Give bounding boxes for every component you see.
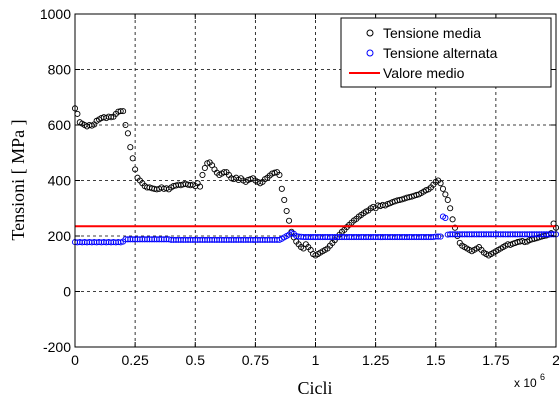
- data-point: [276, 171, 283, 178]
- ticks: 0 0.25 0.5 0.75 1 1.25 1.5 1.75 2-20002004006008…: [40, 6, 559, 368]
- x-tick-label: 0.25: [122, 352, 149, 368]
- data-point: [451, 224, 459, 231]
- data-point: [278, 185, 285, 192]
- data-point: [288, 230, 295, 237]
- x-axis-label: Cicli: [298, 378, 333, 398]
- legend-box: [340, 17, 552, 88]
- legend-marker-tensione-alternata: [366, 49, 374, 57]
- y-tick-label: 400: [48, 173, 72, 189]
- y-tick-label: 600: [48, 117, 72, 133]
- data-point: [129, 155, 136, 162]
- data-point: [435, 233, 442, 240]
- data-point: [221, 169, 228, 176]
- x-multiplier-exponent: 6: [540, 372, 545, 382]
- y-tick-label: 800: [48, 62, 72, 78]
- y-tick-label: 200: [48, 228, 72, 244]
- data-point: [437, 233, 444, 240]
- data-point: [285, 217, 293, 224]
- data-point: [108, 114, 115, 121]
- data-point: [117, 108, 124, 115]
- data-point: [120, 108, 127, 115]
- x-tick-label: 1.75: [482, 352, 509, 368]
- data-point: [437, 180, 444, 187]
- legend-label-tensione-media: Tensione media: [383, 25, 481, 41]
- data-point: [439, 185, 447, 192]
- data-point: [201, 164, 208, 172]
- x-tick-label: 1.25: [362, 352, 389, 368]
- data-point: [447, 205, 454, 212]
- legend-label-tensione-alternata: Tensione alternata: [383, 45, 498, 61]
- y-axis-label: Tensioni [ MPa ]: [8, 119, 28, 240]
- data-point: [271, 169, 278, 176]
- data-point: [442, 191, 449, 198]
- x-tick-label: 0.75: [242, 352, 269, 368]
- x-tick-label: 1.5: [426, 352, 446, 368]
- data-point: [281, 196, 288, 203]
- x-multiplier: x 10: [514, 376, 537, 390]
- legend: Tensione media Tensione alternata Valore…: [340, 17, 552, 88]
- data-point: [199, 171, 206, 178]
- y-tick-label: -200: [43, 339, 71, 355]
- y-tick-label: 0: [63, 284, 71, 300]
- data-point: [127, 144, 134, 151]
- x-tick-label: 1: [312, 352, 320, 368]
- data-point: [132, 166, 139, 173]
- data-point: [124, 130, 131, 137]
- legend-marker-tensione-media: [366, 29, 374, 37]
- data-point: [197, 183, 204, 190]
- data-point: [442, 214, 449, 222]
- x-tick-label: 0.5: [186, 352, 206, 368]
- data-point: [283, 207, 290, 215]
- x-tick-label: 0: [71, 352, 79, 368]
- data-point: [122, 121, 129, 129]
- legend-label-valore-medio: Valore medio: [383, 65, 465, 81]
- x-tick-label: 2: [552, 352, 559, 368]
- data-point: [444, 196, 451, 203]
- data-point: [449, 216, 456, 223]
- y-tick-label: 1000: [40, 6, 71, 22]
